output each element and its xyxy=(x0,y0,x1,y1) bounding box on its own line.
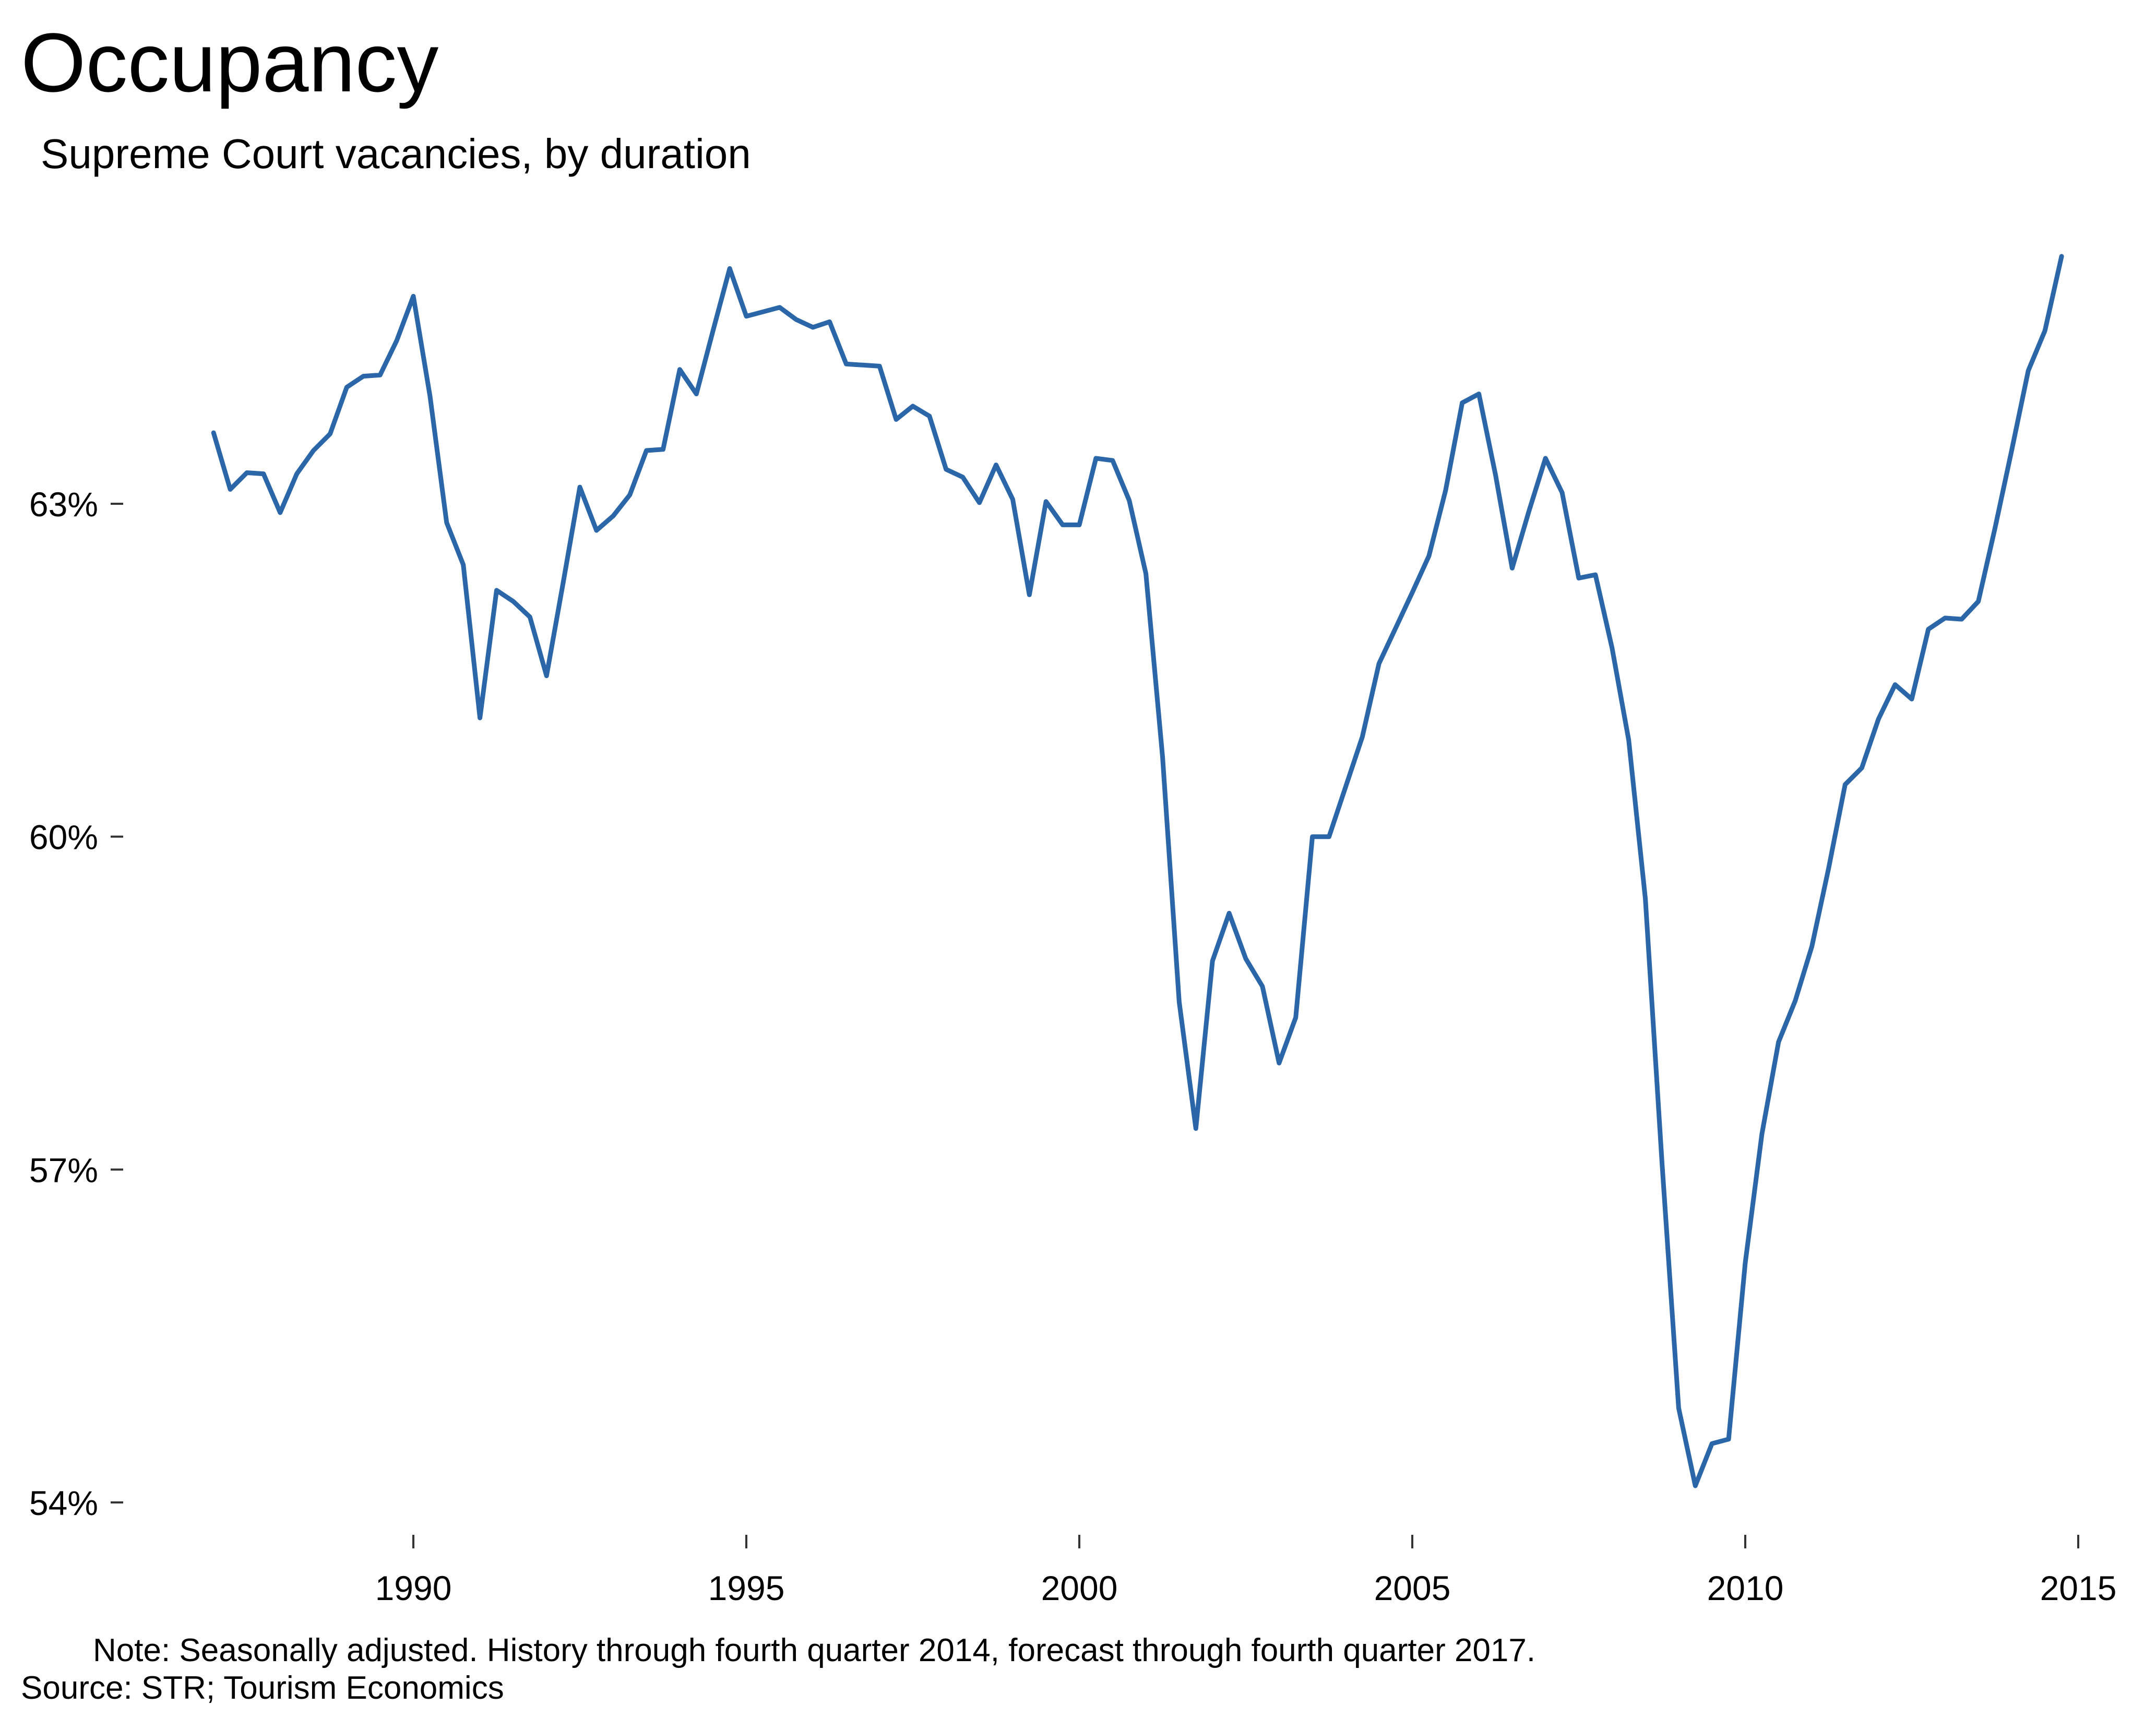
y-tick-label: 63% xyxy=(29,485,98,524)
y-tick-label: 54% xyxy=(29,1484,98,1522)
chart-title: Occupancy xyxy=(21,16,438,109)
y-axis: 54% 57% 60% 63% xyxy=(29,485,123,1522)
y-tick-label: 57% xyxy=(29,1151,98,1189)
x-tick-label: 1990 xyxy=(375,1569,452,1607)
x-tick-label: 1995 xyxy=(708,1569,785,1607)
x-tick-label: 2010 xyxy=(1707,1569,1784,1607)
chart-subtitle: Supreme Court vacancies, by duration xyxy=(41,131,751,177)
x-tick-label: 2000 xyxy=(1041,1569,1118,1607)
x-axis: 1990 1995 2000 2005 2010 2015 xyxy=(375,1535,2117,1607)
x-tick-label: 2005 xyxy=(1374,1569,1451,1607)
x-tick-label: 2015 xyxy=(2040,1569,2117,1607)
chart-note: Note: Seasonally adjusted. History throu… xyxy=(93,1632,1535,1668)
y-tick-label: 60% xyxy=(29,818,98,857)
occupancy-series-line xyxy=(211,254,2064,1488)
plot-area xyxy=(211,254,2064,1488)
chart-source: Source: STR; Tourism Economics xyxy=(21,1670,504,1706)
